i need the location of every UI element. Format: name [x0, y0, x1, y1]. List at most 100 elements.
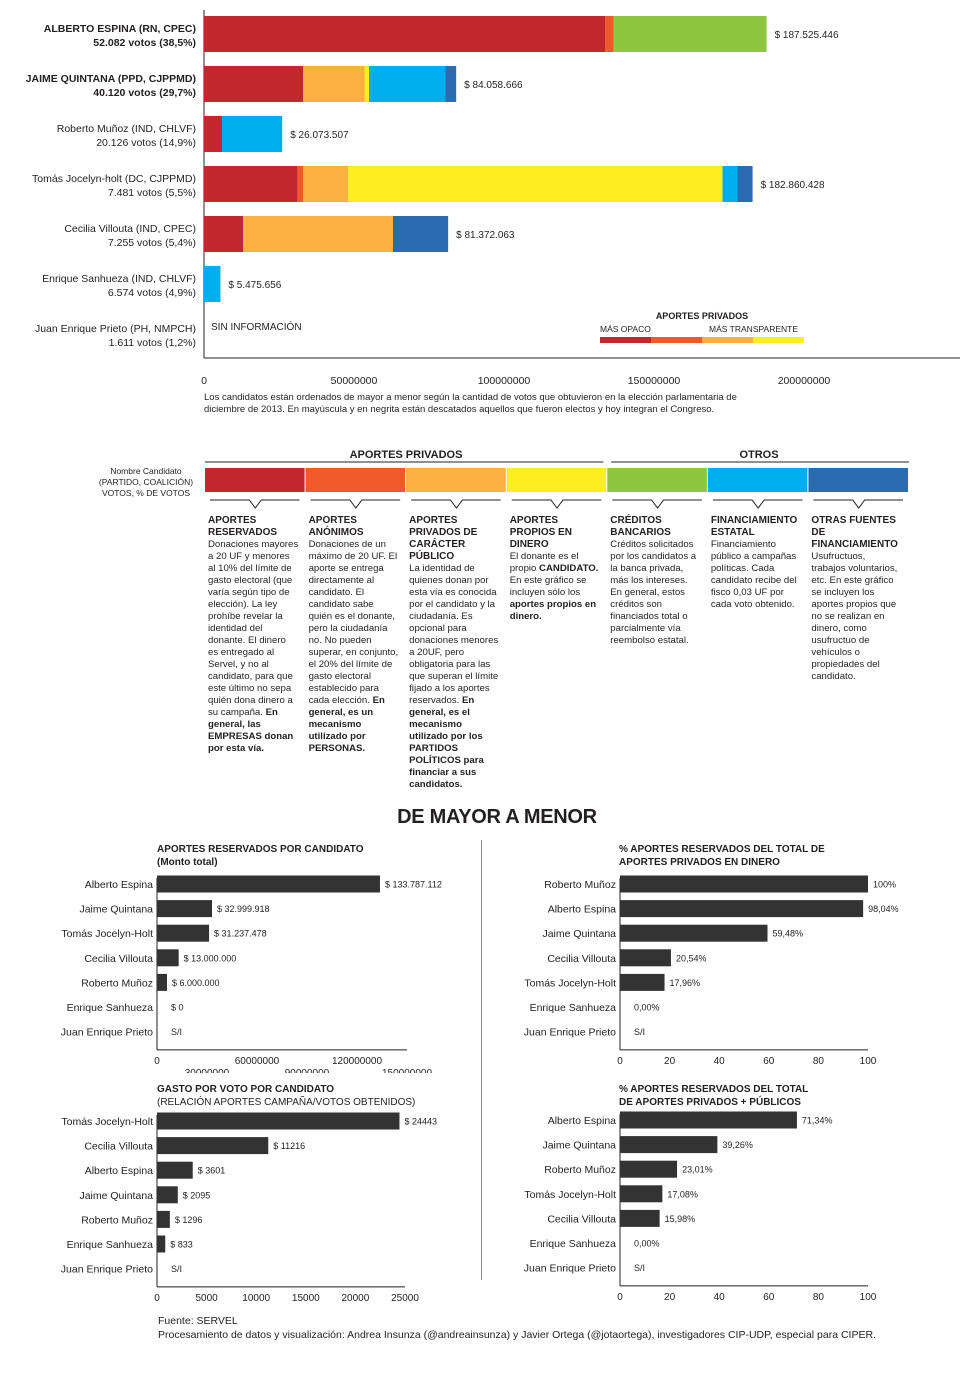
bar-segment-reservados — [204, 216, 243, 252]
category-label: Roberto Muñoz — [81, 1214, 153, 1226]
data-label: S/I — [634, 1027, 645, 1037]
data-label: $ 13.000.000 — [184, 953, 237, 963]
footer-source: Fuente: SERVEL — [158, 1315, 238, 1327]
bar — [620, 949, 671, 967]
bar-segment-creditos — [613, 16, 767, 52]
candidate-name: Juan Enrique Prieto (PH, NMPCH) — [35, 323, 196, 335]
category-title-financiamiento_estatal: FINANCIAMIENTO ESTATAL — [710, 515, 798, 538]
bar — [620, 1160, 678, 1178]
category-label: Cecilia Villouta — [84, 1141, 153, 1153]
category-swatch-creditos — [607, 468, 707, 492]
category-label: Alberto Espina — [85, 879, 153, 891]
bar-segment-reservados — [204, 16, 606, 52]
data-label: $ 3601 — [198, 1166, 226, 1176]
x-tick-label: 150000000 — [628, 375, 681, 387]
candidate-name: Roberto Muñoz (IND, CHLVF) — [57, 123, 196, 135]
category-label: Roberto Muñoz — [81, 977, 153, 989]
category-label: Tomás Jocelyn-Holt — [61, 1116, 153, 1128]
bar — [620, 1111, 797, 1129]
chart-title: % APORTES RESERVADOS DEL TOTAL — [619, 1084, 808, 1095]
x-tick-label: 60000000 — [235, 1056, 280, 1067]
candidate-votes: 7.481 votos (5,5%) — [108, 187, 196, 199]
bar-segment-reservados — [204, 166, 298, 202]
bar-segment-financiamiento_estatal — [222, 116, 283, 152]
category-label: Enrique Sanhueza — [67, 1002, 154, 1014]
category-bracket — [813, 499, 903, 509]
data-label: 0,00% — [634, 1239, 660, 1249]
bar-segment-financiamiento_estatal — [368, 66, 446, 102]
category-description-creditos: Créditos solicitados por los candidatos … — [610, 539, 697, 646]
category-label: Cecilia Villouta — [547, 953, 616, 965]
x-tick-label: 100 — [860, 1056, 877, 1067]
category-description-anonimos: Donaciones de un máximo de 20 UF. El apo… — [308, 539, 399, 754]
legend-swatch-propios — [753, 337, 804, 343]
category-title-reservados: APORTES RESERVADOS — [208, 515, 278, 538]
x-tick-label: 40 — [714, 1056, 726, 1067]
data-label: 23,01% — [682, 1165, 713, 1175]
total-label: $ 187.525.446 — [775, 30, 839, 41]
x-tick-label: 20 — [664, 1292, 676, 1303]
category-description-otras_fuentes: Usufructuos, trabajos voluntarios, etc. … — [811, 551, 898, 682]
category-title-otras_fuentes: OTRAS FUENTES DE FINANCIAMIENTO — [811, 515, 898, 550]
category-bracket — [511, 499, 602, 509]
main-stacked-bar-chart: 0 50000000 100000000 150000000 200000000 ALBE… — [26, 10, 960, 387]
legend-title: APORTES PRIVADOS — [656, 311, 748, 321]
total-label: $ 81.372.063 — [456, 230, 515, 241]
category-label: Alberto Espina — [85, 1165, 153, 1177]
section-title: DE MAYOR A MENOR — [397, 806, 597, 828]
x-tick-label: 0 — [154, 1056, 160, 1067]
category-swatch-financiamiento_estatal — [707, 468, 808, 492]
bar-segment-reservados — [204, 116, 222, 152]
data-label: S/I — [171, 1264, 182, 1274]
data-label: $ 833 — [170, 1240, 193, 1250]
category-label: Roberto Muñoz — [544, 1164, 616, 1176]
bar-segment-reservados — [204, 66, 303, 102]
categories-legend-band: APORTES PRIVADOS OTROS — [205, 449, 909, 509]
data-label: $ 32.999.918 — [217, 904, 270, 914]
bar-segment-otras_fuentes — [737, 166, 753, 202]
bar-segment-anonimos — [297, 166, 304, 202]
bar — [620, 1185, 663, 1203]
category-label: Alberto Espina — [548, 1115, 616, 1127]
bar — [157, 949, 179, 967]
data-label: 20,54% — [676, 953, 707, 963]
data-label: 98,04% — [868, 904, 899, 914]
candidate-votes: 1.611 votos (1,2%) — [109, 337, 196, 349]
x-tick-label: 80 — [813, 1292, 825, 1303]
data-label: S/I — [634, 1263, 645, 1273]
category-label: Jaime Quintana — [79, 1190, 153, 1202]
bar — [620, 1209, 660, 1227]
bar-segment-otras_fuentes — [445, 66, 457, 102]
row-label-line: Nombre Candidato — [110, 466, 182, 476]
group-label-privados: APORTES PRIVADOS — [350, 449, 463, 461]
total-label: $ 84.058.666 — [464, 80, 523, 91]
legend-right-label: MÁS TRANSPARENTE — [709, 324, 798, 334]
total-label: $ 26.073.507 — [290, 130, 349, 141]
x-tick-label: 25000 — [391, 1293, 419, 1303]
bar-segment-propios — [364, 66, 369, 102]
data-label: 59,48% — [773, 929, 804, 939]
data-label: $ 0 — [171, 1003, 184, 1013]
chart-title: % APORTES RESERVADOS DEL TOTAL DE — [619, 844, 825, 855]
chart-subtitle: (RELACIÓN APORTES CAMPAÑA/VOTOS OBTENIDO… — [157, 1095, 415, 1108]
chart-pct-privados-dinero: % APORTES RESERVADOS DEL TOTAL DE APORTES… — [524, 844, 899, 1067]
data-label: $ 6.000.000 — [172, 978, 220, 988]
category-bracket — [310, 499, 401, 509]
x-tick-label: 20 — [664, 1056, 676, 1067]
bar — [620, 875, 868, 893]
category-label: Juan Enrique Prieto — [524, 1027, 616, 1039]
candidate-votes: 40.120 votos (29,7%) — [93, 87, 196, 99]
data-label: $ 133.787.112 — [385, 880, 442, 890]
group-label-otros: OTROS — [739, 449, 778, 461]
category-label: Jaime Quintana — [542, 928, 616, 940]
data-label: S/I — [171, 1027, 182, 1037]
category-swatch-caracter_publico — [406, 468, 506, 492]
x-tick-label: 15000 — [292, 1293, 320, 1303]
categories-row-label: Nombre Candidato (PARTIDO, COALICIÓN) VO… — [96, 466, 196, 499]
legend-swatch-caracter_publico — [702, 337, 753, 343]
data-label: 17,96% — [670, 978, 701, 988]
x-tick-label: 50000000 — [331, 375, 378, 387]
bar-segment-financiamiento_estatal — [722, 166, 738, 202]
chart-subtitle: APORTES PRIVADOS EN DINERO — [619, 857, 780, 868]
bar — [620, 900, 864, 918]
